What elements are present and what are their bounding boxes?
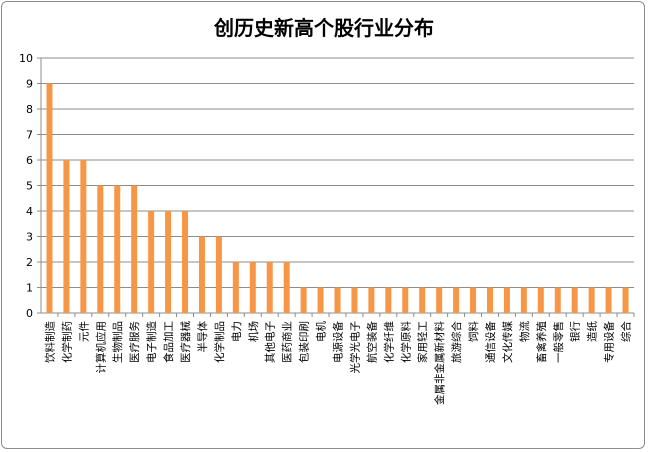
category-label: 化学制品 [213, 321, 226, 363]
category-label: 医疗器械 [179, 321, 192, 363]
category-label: 通信设备 [484, 321, 497, 363]
category-label: 专用设备 [603, 321, 616, 363]
y-tick-label: 5 [26, 180, 33, 193]
bar [46, 83, 53, 313]
category-label: 计算机应用 [94, 321, 107, 374]
bar [80, 160, 87, 313]
bar [334, 287, 341, 313]
bar [148, 211, 155, 313]
bar [503, 287, 510, 313]
category-label: 综合 [620, 321, 633, 342]
category-label: 食品加工 [162, 321, 175, 363]
category-label: 机场 [247, 321, 260, 342]
y-tick-label: 4 [26, 205, 33, 218]
bar [537, 287, 544, 313]
bar [266, 262, 273, 313]
bar [300, 287, 307, 313]
category-label: 物流 [518, 321, 531, 342]
bar [317, 287, 324, 313]
bar [249, 262, 256, 313]
bar [198, 236, 205, 313]
bar [63, 160, 70, 313]
bar [470, 287, 477, 313]
category-label: 旅游综合 [450, 321, 463, 363]
bar [554, 287, 561, 313]
bar [402, 287, 409, 313]
bar [165, 211, 172, 313]
y-tick-label: 10 [19, 52, 33, 65]
category-label: 医疗服务 [128, 321, 141, 363]
y-tick-label: 3 [26, 231, 33, 244]
y-tick-label: 0 [26, 307, 33, 320]
y-tick-label: 8 [26, 103, 33, 116]
bar [453, 287, 460, 313]
category-label: 电机 [315, 321, 328, 342]
bar [351, 287, 358, 313]
category-label: 化学制药 [60, 321, 73, 363]
category-label: 医药商业 [281, 321, 294, 363]
bar [182, 211, 189, 313]
category-label: 电力 [230, 321, 243, 342]
category-label: 畜禽养殖 [535, 321, 548, 363]
category-label: 金属非金属新材料 [433, 321, 446, 405]
bar [419, 287, 426, 313]
category-label: 饮料制造 [43, 321, 56, 363]
bar [114, 185, 121, 313]
category-label: 电源设备 [332, 321, 345, 363]
category-label: 家用轻工 [416, 321, 429, 363]
chart-title: 创历史新高个股行业分布 [214, 16, 434, 40]
bar [283, 262, 290, 313]
category-label: 其他电子 [264, 321, 277, 363]
category-label: 银行 [569, 321, 582, 342]
bar [588, 287, 595, 313]
bar [131, 185, 138, 313]
category-label: 电子制造 [145, 321, 158, 363]
bar [368, 287, 375, 313]
category-label: 光学光电子 [348, 321, 361, 374]
bar [97, 185, 104, 313]
bar [605, 287, 612, 313]
category-label: 饲料 [467, 321, 480, 342]
bar [622, 287, 629, 313]
y-tick-label: 7 [26, 129, 33, 142]
y-tick-label: 1 [26, 282, 33, 295]
y-tick-label: 6 [26, 154, 33, 167]
category-label: 包装印刷 [298, 321, 311, 363]
category-label: 生物制品 [111, 321, 124, 363]
bar [486, 287, 493, 313]
category-label: 半导体 [196, 321, 209, 353]
bar [436, 287, 443, 313]
bar [571, 287, 578, 313]
category-label: 造纸 [586, 321, 599, 342]
category-label: 一般零售 [552, 321, 565, 363]
bar [232, 262, 239, 313]
category-label: 化学纤维 [382, 321, 395, 363]
category-label: 元件 [78, 321, 90, 342]
bar [385, 287, 392, 313]
bar [520, 287, 527, 313]
y-tick-label: 2 [26, 256, 33, 269]
y-tick-label: 9 [26, 78, 33, 91]
category-label: 化学原料 [399, 321, 412, 363]
category-label: 航空装备 [365, 321, 378, 363]
category-label: 文化传媒 [501, 321, 514, 363]
bar [215, 236, 222, 313]
